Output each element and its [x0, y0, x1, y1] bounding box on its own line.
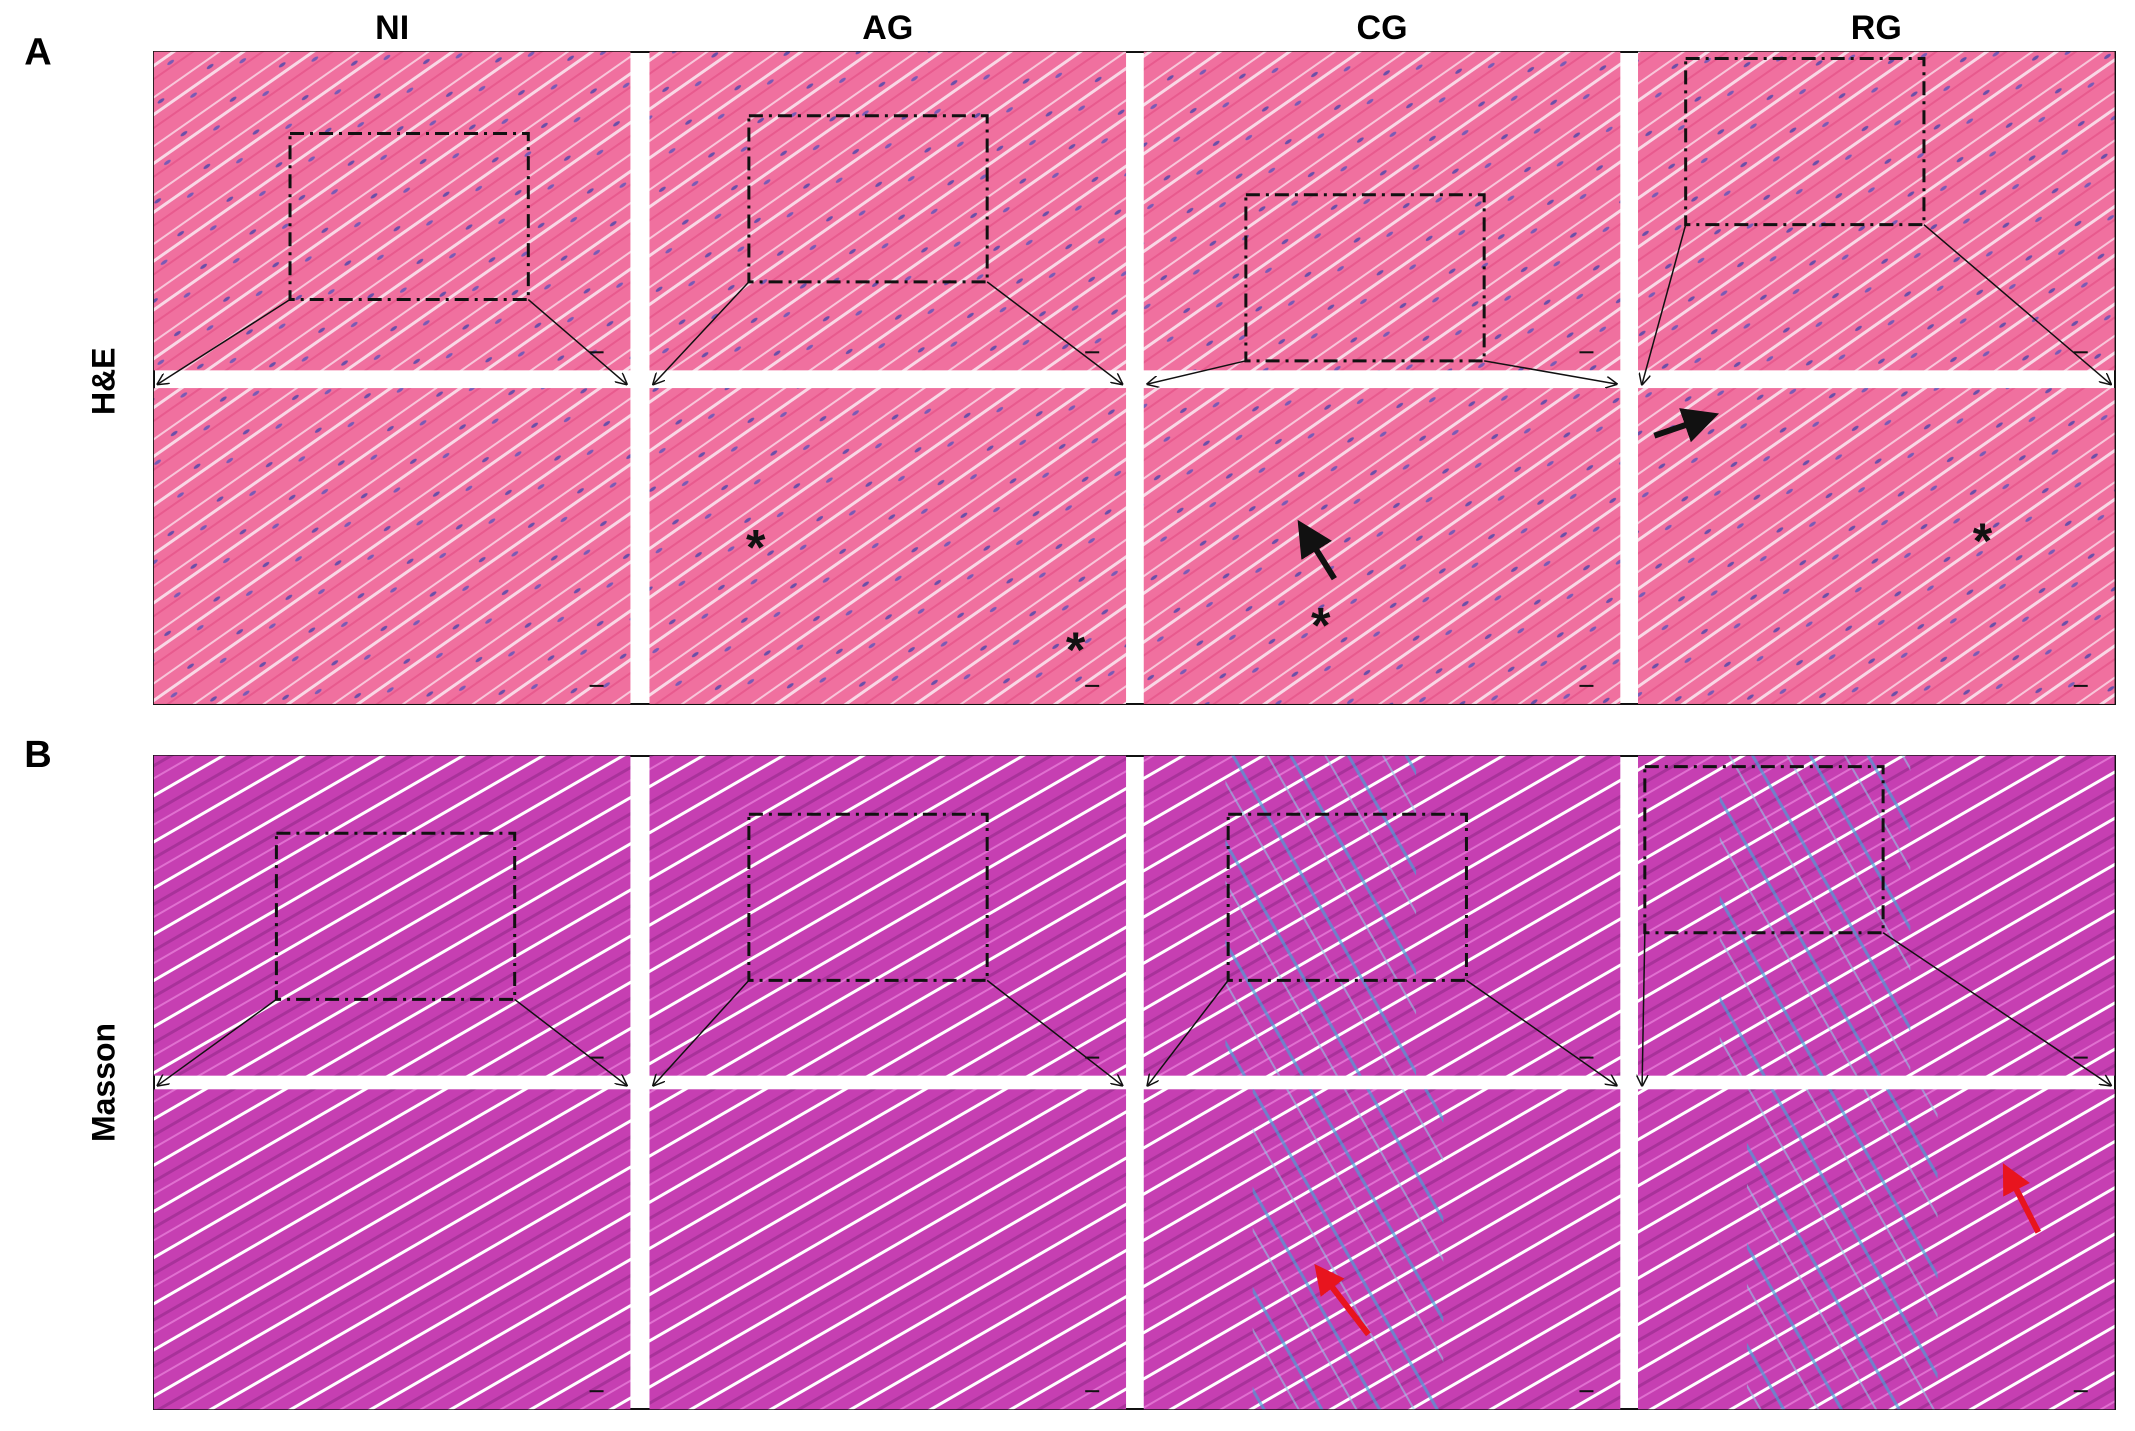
- zoom-line: [1923, 224, 2111, 384]
- zoom-line: [1148, 979, 1229, 1085]
- zoom-line: [1642, 224, 1687, 384]
- scale-bar: [1579, 684, 1594, 687]
- zoom-line: [1466, 979, 1616, 1085]
- fibrosis-stain: [1252, 1089, 1444, 1410]
- micrograph: [153, 755, 631, 1076]
- scale-bar: [589, 1056, 604, 1059]
- panel-letter: A: [24, 31, 51, 73]
- arrow: [1314, 1263, 1371, 1337]
- micrograph: [1143, 388, 1621, 704]
- micrograph: [649, 755, 1127, 1076]
- column-header: AG: [862, 9, 913, 47]
- fibrosis-stain: [1225, 755, 1417, 1076]
- panel-letter: B: [24, 734, 51, 776]
- scale-bar: [589, 684, 604, 687]
- scale-bar: [1579, 351, 1594, 354]
- scale-bar: [1579, 1390, 1594, 1393]
- zoom-line: [654, 281, 750, 384]
- scale-bar: [2073, 351, 2088, 354]
- micrograph: [1638, 388, 2115, 704]
- zoom-line: [1148, 360, 1247, 384]
- micrograph: [153, 388, 631, 704]
- asterisk: *: [746, 520, 766, 576]
- scale-bar: [2073, 1390, 2088, 1393]
- scale-bar: [1085, 1390, 1100, 1393]
- scale-bar: [1579, 1056, 1594, 1059]
- stain-label: Masson: [86, 1023, 122, 1142]
- zoom-line: [1642, 932, 1645, 1086]
- zoom-box: [1643, 765, 1885, 935]
- micrograph: [153, 1089, 631, 1410]
- scale-bar: [2073, 684, 2088, 687]
- scale-bar: [1085, 684, 1100, 687]
- column-header: NI: [375, 9, 409, 47]
- zoom-box: [274, 831, 517, 1001]
- micrograph: [649, 1089, 1127, 1410]
- column-header: RG: [1851, 9, 1902, 47]
- scale-bar: [589, 1390, 604, 1393]
- scale-bar: [2073, 1056, 2088, 1059]
- zoom-box: [1244, 193, 1486, 363]
- column-header: CG: [1357, 9, 1408, 47]
- asterisk: *: [1066, 622, 1086, 678]
- scale-bar: [589, 351, 604, 354]
- zoom-box: [747, 812, 989, 982]
- arrow: [2002, 1163, 2041, 1234]
- scale-bar: [1085, 351, 1100, 354]
- zoom-line: [654, 979, 750, 1085]
- arrow: [1297, 519, 1337, 581]
- scale-bar: [1085, 1056, 1100, 1059]
- fibrosis-stain: [1746, 1089, 1938, 1410]
- micrograph: [649, 388, 1127, 704]
- zoom-box: [288, 131, 530, 302]
- micrograph: [1143, 51, 1621, 371]
- panel-frame: [153, 51, 2116, 705]
- micrograph: [1638, 51, 2115, 371]
- arrow: [1653, 408, 1720, 443]
- zoom-line: [514, 998, 627, 1085]
- stain-label: H&E: [86, 347, 122, 415]
- micrograph: [649, 51, 1127, 371]
- zoom-line: [986, 979, 1122, 1085]
- zoom-line: [158, 998, 277, 1085]
- zoom-line: [527, 298, 626, 384]
- fibrosis-stain: [1719, 755, 1911, 1076]
- asterisk: *: [1973, 513, 1993, 569]
- zoom-box: [1226, 812, 1468, 982]
- zoom-line: [986, 281, 1122, 384]
- asterisk: *: [1311, 597, 1331, 653]
- zoom-line: [1484, 360, 1616, 384]
- zoom-box: [1684, 57, 1926, 227]
- zoom-line: [158, 298, 291, 384]
- zoom-box: [747, 114, 989, 284]
- micrograph: [153, 51, 631, 371]
- panel-frame: [153, 755, 2116, 1410]
- zoom-line: [1882, 932, 2110, 1086]
